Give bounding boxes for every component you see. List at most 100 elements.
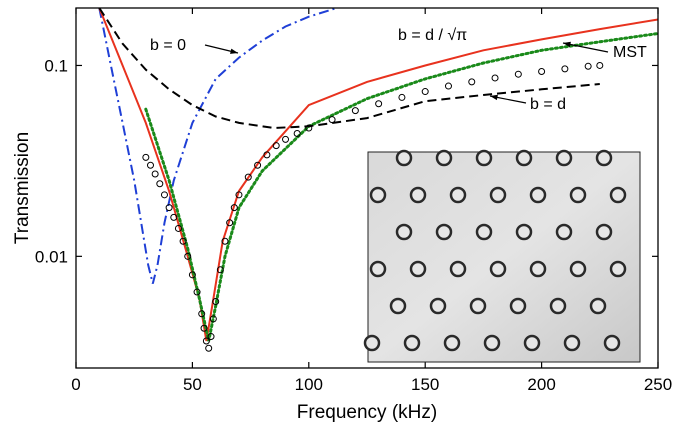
series-line <box>98 8 600 130</box>
y-axis-label: Transmission <box>12 132 33 244</box>
data-point <box>561 65 569 73</box>
data-point <box>179 237 187 245</box>
data-point <box>212 297 220 305</box>
photo-ring <box>589 297 607 315</box>
data-point <box>226 219 234 227</box>
photo-ring <box>489 186 507 204</box>
data-point <box>170 213 178 221</box>
data-point <box>174 224 182 232</box>
photo-ring <box>609 260 627 278</box>
data-point <box>160 191 168 199</box>
data-point <box>305 124 313 132</box>
data-point <box>142 153 150 161</box>
x-tick-label: 250 <box>644 375 672 394</box>
photo-ring <box>555 223 573 241</box>
photo-ring <box>569 186 587 204</box>
photo-ring <box>483 334 501 352</box>
data-point <box>328 116 336 124</box>
data-point <box>293 130 301 138</box>
photo-ring <box>369 260 387 278</box>
data-point <box>207 333 215 341</box>
data-point <box>491 74 499 82</box>
data-point <box>398 93 406 101</box>
photo-ring <box>409 186 427 204</box>
photo-ring <box>595 149 613 167</box>
data-point <box>444 82 452 90</box>
data-point <box>156 180 164 188</box>
data-point <box>184 252 192 260</box>
photo-ring <box>515 223 533 241</box>
photo-ring <box>549 297 567 315</box>
photo-ring <box>403 334 421 352</box>
inset-photo <box>363 149 641 363</box>
photo-ring <box>529 186 547 204</box>
photo-ring <box>595 223 613 241</box>
photo-background <box>367 151 641 363</box>
series-line <box>98 8 337 284</box>
photo-ring <box>475 223 493 241</box>
photo-ring <box>529 260 547 278</box>
photo-ring <box>469 297 487 315</box>
x-tick-label: 150 <box>411 375 439 394</box>
photo-ring <box>409 260 427 278</box>
photo-ring <box>509 297 527 315</box>
data-point <box>193 288 201 296</box>
y-tick-label: 0.1 <box>44 56 68 75</box>
data-point <box>351 107 359 115</box>
photo-ring <box>395 223 413 241</box>
plot-area <box>98 8 658 352</box>
x-tick-label: 0 <box>71 375 80 394</box>
data-point <box>514 70 522 78</box>
data-point <box>272 142 280 150</box>
data-point <box>282 135 290 143</box>
photo-ring <box>435 223 453 241</box>
data-point <box>221 237 229 245</box>
arrow-head <box>490 94 498 101</box>
series-annotation: b = d <box>530 96 566 113</box>
series-annotation: b = 0 <box>150 37 186 54</box>
data-point <box>202 337 210 345</box>
photo-ring <box>489 260 507 278</box>
photo-ring <box>475 149 493 167</box>
x-axis-label: Frequency (kHz) <box>297 402 437 423</box>
photo-ring <box>523 334 541 352</box>
data-point <box>200 324 208 332</box>
y-tick-label: 0.01 <box>35 247 68 266</box>
plot-frame <box>75 7 659 369</box>
data-point <box>375 100 383 108</box>
data-point <box>584 62 592 70</box>
data-point <box>235 191 243 199</box>
x-tick-label: 100 <box>295 375 323 394</box>
photo-ring <box>363 334 381 352</box>
data-point <box>146 161 154 169</box>
data-point <box>188 271 196 279</box>
photo-ring <box>609 186 627 204</box>
data-point <box>209 315 217 323</box>
photo-ring <box>563 334 581 352</box>
data-point <box>254 161 262 169</box>
series-line <box>144 32 658 342</box>
series-line <box>98 8 658 342</box>
data-point <box>468 78 476 86</box>
photo-ring <box>569 260 587 278</box>
photo-ring <box>449 260 467 278</box>
data-point <box>205 344 213 352</box>
photo-ring <box>515 149 533 167</box>
data-point <box>596 61 604 69</box>
data-point <box>165 204 173 212</box>
x-tick-label: 50 <box>183 375 202 394</box>
photo-ring <box>449 186 467 204</box>
data-point <box>216 266 224 274</box>
series-annotation: MST <box>613 44 647 61</box>
data-point <box>421 88 429 96</box>
data-point <box>538 67 546 75</box>
data-point <box>244 173 252 181</box>
arrow-head <box>563 41 571 48</box>
data-point <box>198 310 206 318</box>
data-point <box>230 204 238 212</box>
photo-ring <box>443 334 461 352</box>
data-point <box>263 151 271 159</box>
arrow-head <box>230 48 238 54</box>
photo-ring <box>369 186 387 204</box>
